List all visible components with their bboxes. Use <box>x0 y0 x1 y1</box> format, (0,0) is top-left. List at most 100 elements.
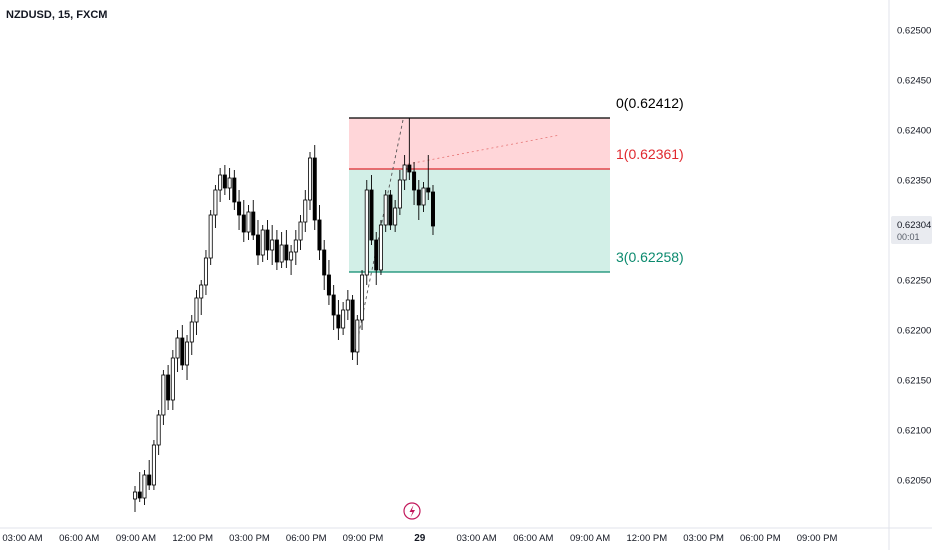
candle-body <box>421 187 426 206</box>
price-tick-label: 0.62250 <box>897 276 931 287</box>
candle <box>369 175 374 245</box>
price-tick-label: 0.62200 <box>897 326 931 337</box>
candle <box>161 370 166 425</box>
current-price-tag <box>891 216 932 244</box>
candle <box>374 232 379 285</box>
candle <box>208 210 213 265</box>
price-tick-label: 0.62400 <box>897 126 931 137</box>
candle <box>137 472 142 502</box>
candle-body <box>393 207 398 226</box>
candle <box>227 168 232 200</box>
candle-body <box>279 244 284 263</box>
candle <box>170 350 175 410</box>
candle-body <box>274 239 279 263</box>
time-tick-label: 03:00 AM <box>2 533 42 544</box>
candle <box>255 220 260 265</box>
candle-body <box>369 189 374 241</box>
candle <box>199 280 204 315</box>
candle-body <box>312 157 317 221</box>
candle-body <box>241 214 246 233</box>
candle <box>322 240 327 290</box>
candle <box>383 190 388 232</box>
candle <box>132 486 137 512</box>
bar-countdown: 00:01 <box>897 232 920 242</box>
price-tick-label: 0.62150 <box>897 376 931 387</box>
time-tick-label: 29 <box>414 533 426 544</box>
candle <box>293 230 298 265</box>
time-tick-label: 09:00 PM <box>797 533 838 544</box>
candle <box>213 185 218 228</box>
candle-body <box>199 284 204 299</box>
candle <box>430 185 435 235</box>
candle-body <box>388 194 393 226</box>
candle <box>279 232 284 268</box>
lightning-icon[interactable] <box>403 502 421 520</box>
candle <box>298 215 303 250</box>
candle <box>426 155 431 200</box>
candle <box>402 155 407 190</box>
candle <box>312 145 317 230</box>
candle <box>331 285 336 330</box>
candle-body <box>260 229 265 256</box>
candle <box>341 302 346 335</box>
candle-body <box>430 191 435 227</box>
candle-body <box>213 189 218 216</box>
short-position-tool[interactable] <box>349 117 610 353</box>
candle-body <box>350 299 355 353</box>
candle <box>416 180 421 220</box>
level-1-label: 1(0.62361) <box>616 146 684 162</box>
price-tick-label: 0.62450 <box>897 76 931 87</box>
time-tick-label: 06:00 PM <box>286 533 327 544</box>
candle <box>350 295 355 360</box>
time-tick-label: 06:00 AM <box>59 533 99 544</box>
candle <box>364 180 369 285</box>
candle-body <box>402 164 407 181</box>
candle-body <box>156 414 161 446</box>
candle-body <box>341 309 346 329</box>
candle-body <box>308 157 313 201</box>
take-profit-zone[interactable] <box>349 169 610 272</box>
candle-body <box>298 221 303 241</box>
level-3-label: 3(0.62258) <box>616 249 684 265</box>
candle-body <box>317 219 322 251</box>
candle-body <box>222 174 227 189</box>
stop-loss-zone[interactable] <box>349 118 610 169</box>
candle <box>180 325 185 370</box>
price-tick-label: 0.62350 <box>897 176 931 187</box>
time-tick-label: 06:00 AM <box>513 533 553 544</box>
candle <box>355 315 360 365</box>
candle-body <box>203 257 208 286</box>
candle-body <box>345 299 350 311</box>
price-tick-label: 0.62100 <box>897 426 931 437</box>
time-tick-label: 09:00 AM <box>116 533 156 544</box>
candle <box>246 205 251 240</box>
candle <box>189 315 194 355</box>
candle <box>407 118 412 180</box>
time-tick-label: 12:00 PM <box>172 533 213 544</box>
candle-body <box>397 179 402 209</box>
time-tick-label: 03:00 PM <box>229 533 270 544</box>
candle <box>360 270 365 330</box>
candles <box>132 118 435 512</box>
time-tick-label: 09:00 AM <box>570 533 610 544</box>
candle-body <box>237 201 242 216</box>
candle-body <box>255 234 260 256</box>
candle-body <box>270 239 275 251</box>
candle <box>388 190 393 230</box>
time-tick-label: 03:00 PM <box>683 533 724 544</box>
candle-body <box>246 211 251 233</box>
price-axis[interactable]: 0.625000.624500.624000.623500.623000.622… <box>888 0 931 550</box>
candle <box>194 290 199 335</box>
candle-body <box>374 239 379 271</box>
candle-body <box>426 187 431 193</box>
candle <box>147 460 152 490</box>
zone-dotted-line <box>402 134 561 166</box>
candle-body <box>185 341 190 366</box>
candle <box>260 225 265 262</box>
candle <box>218 168 223 202</box>
lightning-icon-bolt <box>409 505 415 518</box>
